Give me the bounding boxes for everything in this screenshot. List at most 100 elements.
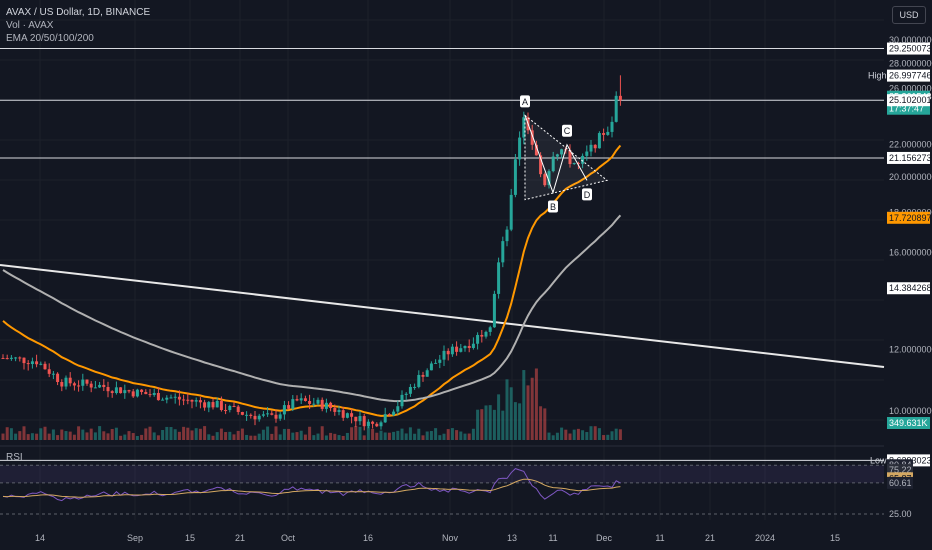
volume-bar bbox=[89, 428, 93, 440]
price-tick-label: 20.0000000 bbox=[889, 172, 932, 182]
time-tick-label: Dec bbox=[596, 533, 613, 543]
volume-bar bbox=[560, 427, 564, 440]
candle-body bbox=[295, 399, 299, 401]
candle-body bbox=[253, 415, 257, 420]
volume-bar bbox=[245, 434, 249, 440]
volume-bar bbox=[597, 428, 601, 440]
volume-bar bbox=[152, 432, 156, 440]
volume-bar bbox=[173, 429, 177, 440]
volume-bar bbox=[123, 434, 127, 440]
price-tick-label: 12.0000000 bbox=[889, 344, 932, 354]
candle-body bbox=[358, 416, 362, 422]
ema-indicator-label[interactable]: EMA 20/50/100/200 bbox=[6, 33, 94, 44]
candle-body bbox=[362, 416, 366, 427]
time-tick-label: 13 bbox=[507, 533, 517, 543]
volume-bar bbox=[9, 428, 13, 440]
candle-body bbox=[60, 382, 64, 387]
candle-body bbox=[488, 327, 492, 332]
volume-bar bbox=[400, 428, 404, 440]
price-tick-label: 16.0000000 bbox=[889, 247, 932, 257]
candle-body bbox=[274, 414, 278, 419]
candle-body bbox=[203, 402, 207, 408]
currency-button[interactable]: USD bbox=[892, 6, 926, 24]
volume-bar bbox=[572, 429, 576, 440]
volume-bar bbox=[320, 426, 324, 440]
rsi-tick-label: 60.61 bbox=[889, 478, 912, 488]
candle-body bbox=[589, 144, 593, 152]
candle-body bbox=[446, 350, 450, 355]
volume-bar bbox=[543, 408, 547, 440]
candle-body bbox=[131, 391, 135, 397]
volume-bar bbox=[350, 427, 354, 440]
symbol-title[interactable]: AVAX / US Dollar, 1D, BINANCE bbox=[6, 7, 151, 18]
candle-body bbox=[593, 144, 597, 149]
volume-bar bbox=[413, 433, 417, 440]
volume-bar bbox=[316, 433, 320, 440]
candle-body bbox=[547, 171, 551, 186]
volume-bar bbox=[404, 433, 408, 440]
volume-bar bbox=[547, 432, 551, 440]
volume-bar bbox=[602, 435, 606, 440]
volume-bar bbox=[47, 433, 51, 440]
price-label-box bbox=[887, 69, 930, 82]
candle-body bbox=[68, 377, 72, 384]
volume-bar bbox=[207, 434, 211, 440]
volume-bar bbox=[375, 432, 379, 440]
price-label-ema: 17.7208973 bbox=[889, 213, 932, 223]
candle-body bbox=[333, 408, 337, 412]
candle-body bbox=[257, 415, 261, 420]
volume-bar bbox=[501, 410, 505, 440]
volume-bar bbox=[266, 426, 270, 440]
candle-body bbox=[413, 386, 417, 388]
volume-bar bbox=[81, 429, 85, 440]
price-label-line: 21.1562732 bbox=[889, 153, 932, 163]
volume-bar bbox=[539, 406, 543, 440]
candle-body bbox=[518, 137, 522, 160]
volume-bar bbox=[618, 429, 622, 440]
volume-indicator-label[interactable]: Vol · AVAX bbox=[6, 20, 54, 31]
volume-bar bbox=[396, 430, 400, 440]
volume-bar bbox=[366, 426, 370, 440]
candle-body bbox=[400, 394, 404, 407]
volume-bar bbox=[240, 428, 244, 440]
candle-body bbox=[375, 423, 379, 427]
volume-bar bbox=[526, 385, 530, 440]
candle-body bbox=[127, 390, 131, 392]
ema-lines bbox=[2, 144, 622, 417]
candle-body bbox=[341, 410, 345, 418]
time-tick-label: Oct bbox=[281, 533, 296, 543]
volume-bar bbox=[110, 429, 114, 440]
rsi-indicator-label[interactable]: RSI bbox=[6, 452, 23, 463]
candle-body bbox=[396, 406, 400, 412]
volume-bar bbox=[14, 433, 18, 440]
candle-body bbox=[463, 345, 467, 349]
price-label-box bbox=[887, 417, 930, 429]
time-tick-label: 14 bbox=[35, 533, 45, 543]
candle-body bbox=[417, 374, 421, 387]
rsi-tick-label: 25.00 bbox=[889, 509, 912, 519]
candle-body bbox=[467, 345, 471, 348]
volume-bar bbox=[98, 426, 102, 440]
volume-bar bbox=[480, 409, 484, 440]
candle-body bbox=[291, 399, 295, 409]
candle-body bbox=[438, 359, 442, 363]
candle-body bbox=[337, 410, 341, 412]
volume-bar bbox=[522, 370, 526, 440]
candle-body bbox=[114, 387, 118, 394]
candle-body bbox=[177, 396, 181, 400]
candle-body bbox=[366, 421, 370, 427]
volume-bar bbox=[77, 426, 81, 440]
volume-bar bbox=[324, 435, 328, 440]
candle-body bbox=[551, 156, 555, 172]
rsi-label-box bbox=[887, 508, 913, 520]
candle-body bbox=[522, 117, 526, 138]
volume-bar bbox=[358, 426, 362, 440]
candle-body bbox=[211, 402, 215, 408]
candle-body bbox=[1, 357, 5, 359]
volume-bar bbox=[228, 431, 232, 440]
volume-bar bbox=[303, 434, 307, 440]
candle-body bbox=[572, 163, 576, 165]
volume-bar bbox=[446, 429, 450, 440]
candle-body bbox=[421, 374, 425, 377]
